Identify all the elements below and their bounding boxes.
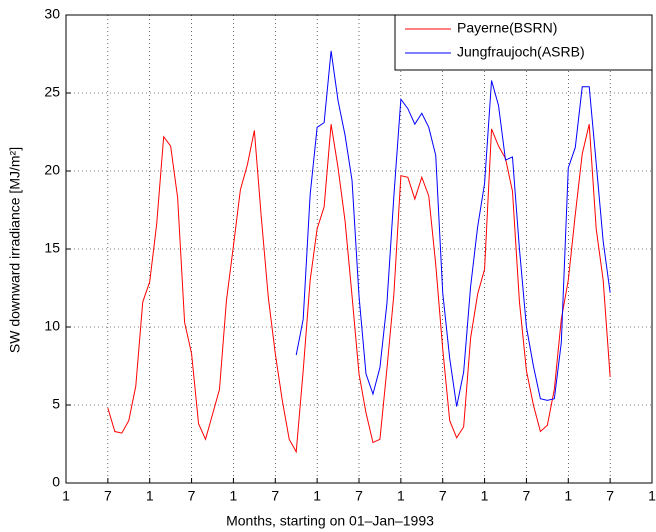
legend-box: [394, 14, 653, 71]
y-tick-label: 0: [52, 474, 60, 490]
y-tick-label: 30: [44, 6, 60, 22]
y-tick-label: 15: [44, 240, 60, 256]
x-tick-label: 7: [606, 488, 614, 504]
x-tick-label: 1: [146, 488, 154, 504]
y-tick-label: 10: [44, 318, 60, 334]
x-tick-label: 1: [564, 488, 572, 504]
series-line: [107, 124, 611, 454]
x-tick-label: 1: [230, 488, 238, 504]
y-tick-label: 20: [44, 162, 60, 178]
x-tick-label: 7: [439, 488, 447, 504]
x-tick-label: 7: [188, 488, 196, 504]
x-tick-label: 7: [523, 488, 531, 504]
x-tick-label: 1: [313, 488, 321, 504]
x-tick-label: 7: [271, 488, 279, 504]
x-tick-label: 1: [62, 488, 70, 504]
legend-label: Payerne(BSRN): [457, 20, 557, 36]
y-tick-label: 25: [44, 84, 60, 100]
x-tick-label: 7: [355, 488, 363, 504]
y-tick-label: 5: [52, 396, 60, 412]
legend-label: Jungfraujoch(ASRB): [457, 44, 585, 60]
x-tick-label: 7: [104, 488, 112, 504]
x-tick-label: 1: [648, 488, 656, 504]
plot-frame: [65, 14, 653, 484]
x-tick-label: 1: [481, 488, 489, 504]
x-axis-label: Months, starting on 01–Jan–1993: [226, 513, 434, 529]
series-line: [295, 50, 611, 407]
x-tick-label: 1: [397, 488, 405, 504]
y-axis-label: SW downward irradiance [MJ/m²]: [7, 147, 23, 353]
